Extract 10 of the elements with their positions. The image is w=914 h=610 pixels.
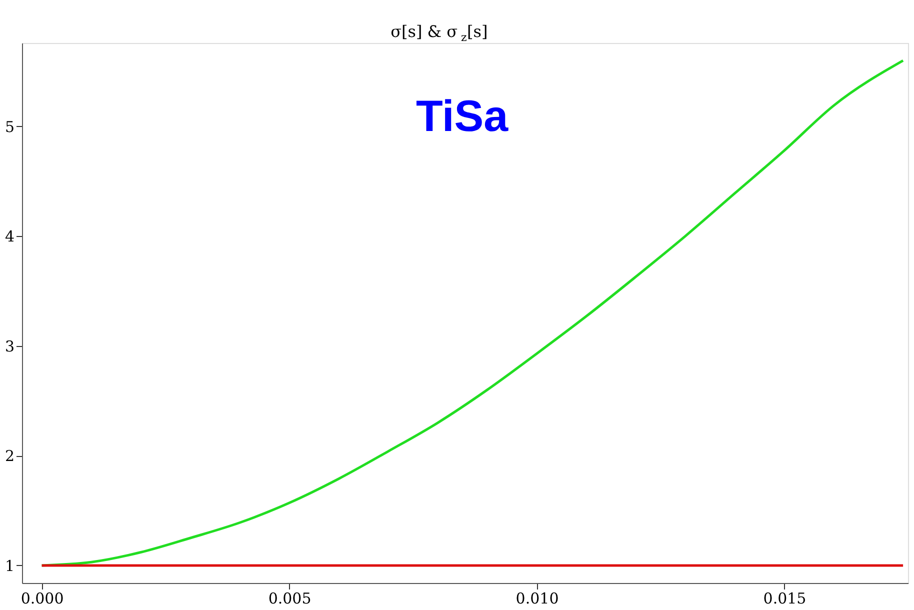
y-tick-label: 4 [4,228,14,246]
y-tick-label: 1 [4,556,14,575]
y-tick-label: 2 [4,447,14,466]
y-tick-label: 3 [4,337,14,356]
x-tick-label: 0.015 [763,590,806,608]
x-tick-label: 0.005 [268,590,312,608]
y-tick-label: 5 [4,118,14,136]
x-tick-label: 0.010 [516,590,559,608]
x-tick-label: 0.000 [20,590,64,608]
annotation: TiSa [416,92,509,141]
